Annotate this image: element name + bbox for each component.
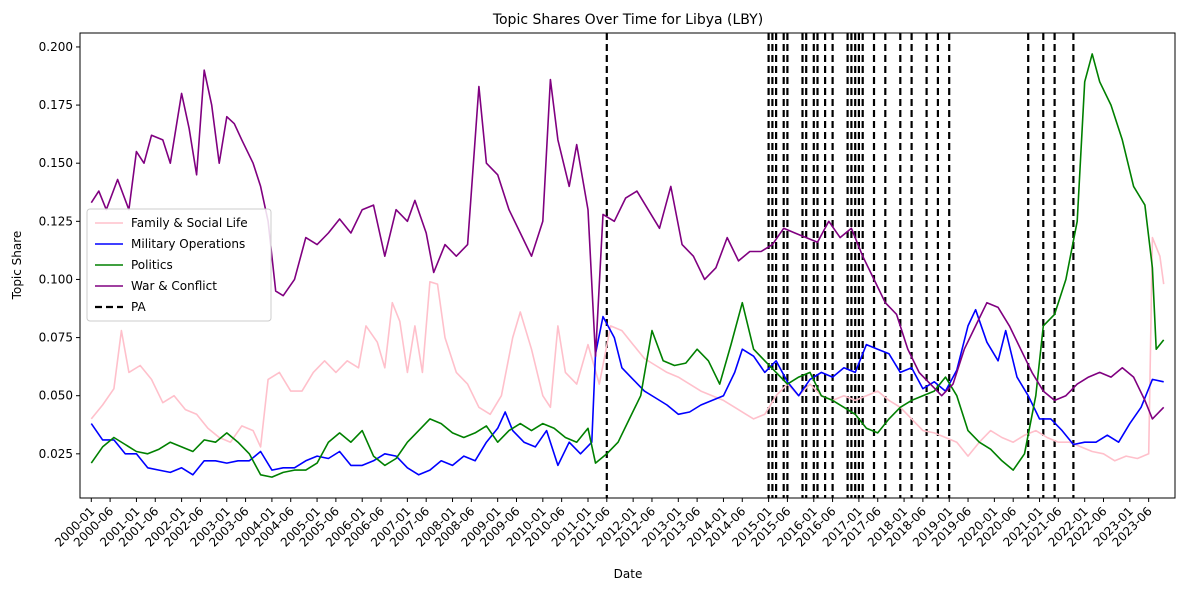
y-tick-label: 0.200 bbox=[39, 40, 73, 54]
legend-label: War & Conflict bbox=[131, 279, 217, 293]
series-lines bbox=[90, 53, 1165, 478]
series-line bbox=[90, 236, 1165, 462]
legend-label: Politics bbox=[131, 258, 173, 272]
series-line bbox=[90, 308, 1164, 476]
legend-label: Military Operations bbox=[131, 237, 245, 251]
y-tick-label: 0.150 bbox=[39, 156, 73, 170]
x-axis-title: Date bbox=[614, 567, 643, 581]
y-axis-title: Topic Share bbox=[10, 231, 24, 301]
legend-label: PA bbox=[131, 300, 146, 314]
y-axis-ticks: 0.025 0.050 0.075 0.100 0.125 0.150 0.175 0.200 bbox=[39, 40, 80, 461]
legend-items: Family & Social Life Military Operations P… bbox=[95, 216, 248, 314]
plot-frame bbox=[79, 32, 1176, 499]
pa-lines bbox=[605, 33, 1075, 498]
legend-label: Family & Social Life bbox=[131, 216, 248, 230]
y-tick-label: 0.025 bbox=[39, 447, 73, 461]
y-tick-label: 0.175 bbox=[39, 98, 73, 112]
y-tick-label: 0.075 bbox=[39, 331, 73, 345]
legend: Family & Social Life Military Operations P… bbox=[86, 208, 272, 322]
series-line bbox=[90, 69, 1165, 420]
y-tick-label: 0.100 bbox=[39, 272, 73, 286]
legend-box bbox=[86, 208, 272, 322]
y-tick-label: 0.125 bbox=[39, 214, 73, 228]
chart-title: Topic Shares Over Time for Libya (LBY) bbox=[492, 12, 763, 28]
series-line bbox=[90, 53, 1165, 478]
y-tick-label: 0.050 bbox=[39, 389, 73, 403]
